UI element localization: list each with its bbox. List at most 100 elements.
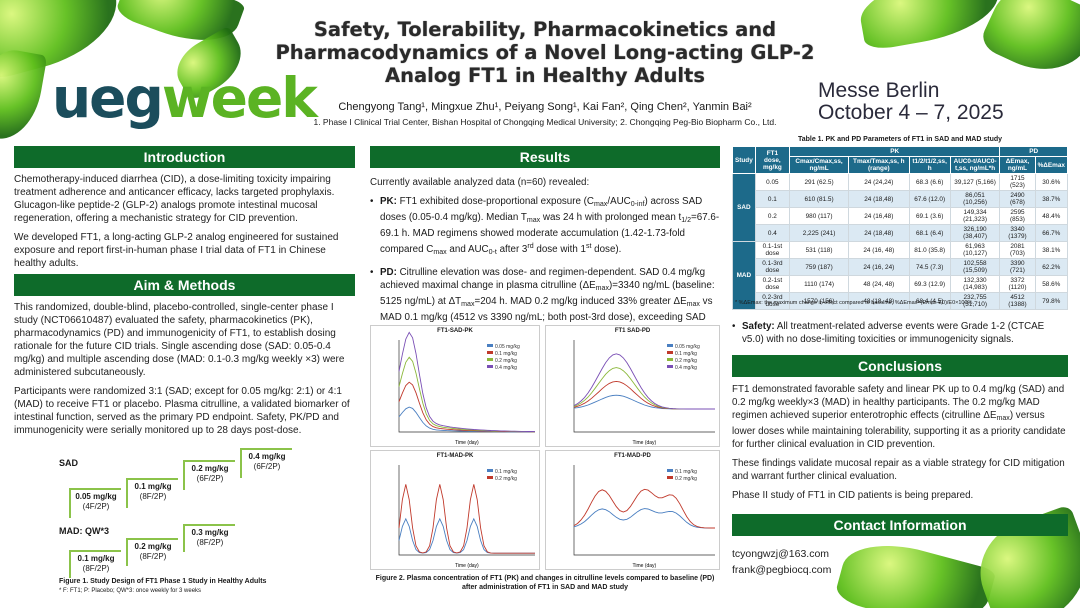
sad-step: 0.05 mg/kg (4F/2P): [69, 488, 121, 518]
conclusion-paragraph: These findings validate mucosal repair a…: [732, 458, 1065, 482]
study-design-figure: SAD 0.05 mg/kg (4F/2P) 0.1 mg/kg (8F/2P) 0…: [14, 448, 355, 596]
legend-swatch: [667, 358, 673, 361]
x-axis-label: Time (day): [455, 563, 479, 569]
series-line: [573, 353, 715, 410]
table-cell: 149,334 (21,323): [949, 207, 1001, 225]
figure1-footnote: * F: FT1; P: Placebo; QW*3: once weekly …: [59, 588, 202, 594]
legend-label: 0.1 mg/kg: [495, 351, 517, 357]
table-cell: 24 (16, 24): [848, 258, 910, 276]
table-row: 0.4 2,225 (241) 24 (18,48) 68.1 (6.4) 326,19…: [733, 224, 1069, 242]
table-cell: 86,051 (10,256): [949, 190, 1001, 208]
contact-email[interactable]: frank@pegbiocq.com: [732, 564, 832, 576]
series-line: [398, 331, 536, 433]
th-pd: PD: [999, 146, 1068, 157]
legend-label: 0.2 mg/kg: [675, 358, 697, 364]
table-cell: 58.6%: [1034, 275, 1069, 293]
table-row: 0.2 980 (117) 24 (16,48) 69.1 (3.6) 149,334 …: [733, 207, 1069, 225]
table-cell: 132,330 (14,983): [949, 275, 1001, 293]
decorative-leaf: [855, 0, 1005, 52]
table-cell: 67.6 (12.0): [908, 190, 951, 208]
legend-swatch: [487, 358, 493, 361]
table-row: 0.2-3rd dose 1570 (156) 48 (18, 48) 68.4 (4…: [733, 292, 1069, 310]
table-row: SAD 0.05 291 (62.5) 24 (24,24) 68.3 (6.6) 39,…: [732, 173, 1069, 242]
axis: [398, 465, 535, 556]
axis: [573, 465, 715, 556]
table1-caption: Table 1. PK and PD Parameters of FT1 in …: [797, 136, 1003, 143]
table-cell: 66.7%: [1034, 224, 1069, 242]
decorative-leaf: [977, 0, 1080, 88]
sad-step: 0.4 mg/kg (6F/2P): [240, 448, 292, 478]
table-row: 0.2-1st dose 1110 (174) 48 (24, 48) 69.3 (1…: [733, 275, 1069, 293]
legend-swatch: [487, 365, 493, 368]
series-line: [573, 508, 715, 529]
methods-paragraph: Participants were randomized 3:1 (SAD; e…: [14, 386, 350, 436]
series-line: [573, 488, 715, 529]
table-cell: 68.1 (6.4): [908, 224, 951, 242]
table-cell: 326,190 (38,407): [949, 224, 1001, 242]
study-group-cell: SAD: [732, 173, 756, 242]
legend-swatch: [487, 469, 493, 472]
table-cell: 38.1%: [1034, 241, 1069, 259]
legend-swatch: [667, 344, 673, 347]
table-cell: 759 (187): [788, 258, 850, 276]
contact-email[interactable]: tcyongwzj@163.com: [732, 548, 830, 560]
legend-label: 0.4 mg/kg: [495, 365, 517, 371]
table-cell: 0.2: [754, 207, 790, 225]
table-cell: 24 (16, 48): [848, 241, 910, 259]
table-cell: 61,963 (10,127): [949, 241, 1001, 259]
table1-footnote: * %ΔEmax: the maximum change in effect c…: [735, 300, 974, 306]
table-cell: 74.5 (7.3): [908, 258, 951, 276]
legend-label: 0.4 mg/kg: [675, 365, 697, 371]
legend-swatch: [487, 476, 493, 479]
table-cell: 2,225 (241): [788, 224, 850, 242]
conclusion-paragraph: FT1 demonstrated favorable safety and li…: [732, 384, 1066, 450]
x-axis-label: Time (day): [633, 440, 657, 446]
legend-label: 0.1 mg/kg: [675, 469, 697, 475]
table-cell: 0.1: [754, 190, 790, 208]
x-axis-label: Time (day): [633, 563, 657, 569]
table-cell: 3340 (1379): [999, 224, 1036, 242]
poster-title: Safety, Tolerability, Pharmacokinetics a…: [275, 18, 815, 87]
pk-result: PK: FT1 exhibited dose-proportional expo…: [370, 195, 720, 259]
th-column: AUC0-t/AUC0-t,ss, ng/mL*h: [949, 156, 1001, 174]
aim-methods-heading: Aim & Methods: [14, 274, 355, 296]
decorative-leaf: [0, 45, 48, 145]
intro-paragraph: We developed FT1, a long-acting GLP-2 an…: [14, 232, 339, 269]
legend-swatch: [487, 351, 493, 354]
figure1-caption: Figure 1. Study Design of FT1 Phase 1 St…: [59, 578, 267, 585]
table-row: 0.1 610 (81.5) 24 (18,48) 67.6 (12.0) 86,051…: [733, 190, 1069, 208]
table-cell: 69.1 (3.6): [908, 207, 951, 225]
legend-label: 0.1 mg/kg: [495, 469, 517, 475]
table-cell: 48 (24, 48): [848, 275, 910, 293]
venue-dates: October 4 – 7, 2025: [818, 101, 1004, 124]
table-cell: 38.7%: [1034, 190, 1069, 208]
table-cell: 24 (24,24): [848, 173, 910, 191]
series-line: [573, 367, 715, 410]
venue-name: Messe Berlin: [818, 79, 940, 102]
conclusions-heading: Conclusions: [732, 355, 1068, 377]
results-intro: Currently available analyzed data (n=60)…: [370, 177, 590, 188]
table-cell: 0.1-1st dose: [754, 241, 790, 259]
th-column: ΔEmax, ng/mL: [999, 156, 1036, 174]
legend-label: 0.2 mg/kg: [495, 358, 517, 364]
legend-swatch: [667, 469, 673, 472]
legend-label: 0.2 mg/kg: [495, 476, 517, 482]
table-cell: 1715 (523): [999, 173, 1036, 191]
table-cell: 62.2%: [1034, 258, 1069, 276]
series-line: [398, 517, 535, 554]
table-cell: 69.3 (12.9): [908, 275, 951, 293]
legend-label: 0.2 mg/kg: [675, 476, 697, 482]
legend-label: 0.1 mg/kg: [675, 351, 697, 357]
table-cell: 610 (81.5): [788, 190, 850, 208]
venue: Messe Berlin October 4 – 7, 2025: [818, 80, 1004, 124]
th-column: t1/2/t1/2,ss, h: [908, 156, 951, 174]
sad-pk-plot: FT1-SAD-PK 0.05 mg/kg 0.1 mg/kg 0.2 mg/kg 0.…: [370, 325, 540, 447]
th-column: Cmax/Cmax,ss, ng/mL: [788, 156, 850, 174]
table-cell: 2490 (678): [999, 190, 1036, 208]
table-cell: 79.8%: [1034, 292, 1069, 310]
table-cell: 1570 (156): [788, 292, 850, 310]
table-cell: 2081 (703): [999, 241, 1036, 259]
axis: [573, 340, 715, 433]
sad-step: 0.2 mg/kg (6F/2P): [183, 460, 235, 490]
mad-pd-plot: FT1-MAD-PD 0.1 mg/kg 0.2 mg/kg Time (day): [545, 450, 720, 570]
